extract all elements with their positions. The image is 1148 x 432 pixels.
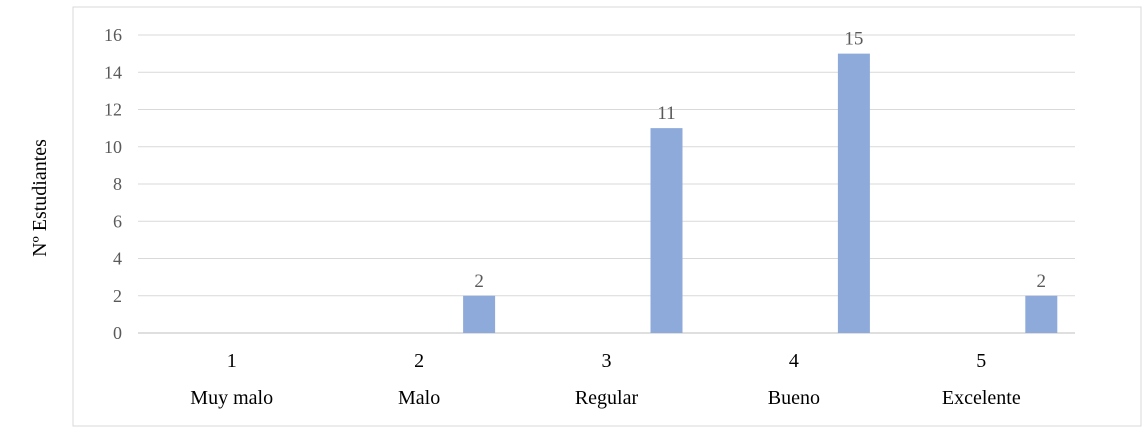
chart-frame: [72, 6, 1142, 427]
y-tick-label: 12: [104, 100, 122, 120]
x-tick-label: 4: [789, 350, 799, 372]
y-tick-label: 8: [113, 174, 122, 194]
x-category-label: Regular: [575, 387, 639, 409]
y-tick-label: 2: [113, 286, 122, 306]
y-tick-label: 16: [104, 25, 122, 45]
y-axis-title: Nº Estudiantes: [29, 139, 51, 257]
data-label: 15: [844, 29, 863, 50]
y-tick-label: 14: [104, 62, 122, 82]
x-category-label: Excelente: [942, 387, 1021, 409]
y-tick-labels: 0 2 4 6 8 10 12 14 16: [104, 25, 122, 343]
data-label: 2: [1037, 271, 1047, 292]
x-tick-labels: 1 Muy malo 2 Malo 3 Regular 4 Bueno 5 Excelente: [190, 350, 1021, 409]
x-tick-label: 2: [414, 350, 424, 372]
bar: [650, 128, 683, 333]
x-tick-label: 1: [227, 350, 237, 372]
bar: [1025, 295, 1058, 333]
bar: [463, 295, 496, 333]
data-label: 2: [474, 271, 484, 292]
x-category-label: Bueno: [768, 387, 820, 409]
gridlines: [138, 34, 1075, 334]
x-tick-label: 5: [976, 350, 986, 372]
y-tick-label: 0: [113, 323, 122, 343]
data-label: 11: [657, 103, 675, 124]
y-tick-label: 6: [113, 211, 122, 231]
x-category-label: Muy malo: [190, 387, 273, 409]
y-tick-label: 10: [104, 137, 122, 157]
y-tick-label: 4: [113, 249, 122, 269]
x-tick-label: 3: [602, 350, 612, 372]
x-category-label: Malo: [398, 387, 440, 409]
bars: [463, 53, 1058, 333]
data-labels: 2 11 15 2: [474, 29, 1046, 292]
bar: [837, 53, 870, 333]
